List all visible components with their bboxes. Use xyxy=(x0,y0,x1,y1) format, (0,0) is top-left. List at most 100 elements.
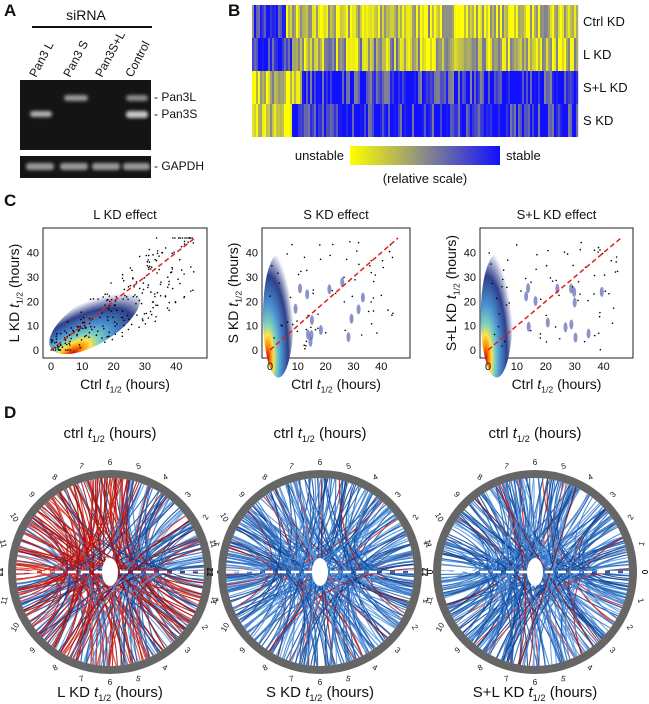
dot xyxy=(192,242,195,244)
dot xyxy=(106,316,109,318)
heat-cell xyxy=(300,38,303,71)
dot xyxy=(358,263,360,266)
dot xyxy=(82,327,84,330)
heat-cell xyxy=(428,38,431,71)
heat-cell xyxy=(478,38,481,71)
heat-cell xyxy=(256,5,259,38)
heat-cell xyxy=(460,71,463,104)
heat-cell xyxy=(542,71,545,104)
heat-cell xyxy=(336,71,339,104)
chord xyxy=(549,486,576,665)
dot xyxy=(349,240,351,243)
dot xyxy=(539,298,542,301)
circle-tick-label: 2 xyxy=(411,513,421,522)
heat-cell xyxy=(486,71,489,104)
label-suffix: (hours) xyxy=(553,376,601,392)
label-prefix: L KD xyxy=(57,684,94,701)
heat-cell xyxy=(386,38,389,71)
heat-cell xyxy=(504,38,507,71)
dot xyxy=(156,272,158,274)
heat-cell xyxy=(266,5,269,38)
dot xyxy=(153,293,156,295)
heat-cell xyxy=(552,71,555,104)
heat-cell xyxy=(306,71,309,104)
label-suffix: (hours) xyxy=(6,244,22,292)
dot xyxy=(597,332,600,335)
heat-cell xyxy=(392,71,395,104)
heat-cell xyxy=(494,5,497,38)
heat-cell xyxy=(448,104,451,137)
circle-tick-label: 10 xyxy=(219,621,232,634)
circle-tick-label: 6 xyxy=(108,678,113,687)
dot xyxy=(392,312,394,315)
heat-cell xyxy=(284,38,287,71)
heat-cell xyxy=(416,38,419,71)
heat-cell xyxy=(254,71,257,104)
heat-cell xyxy=(352,5,355,38)
heat-cell xyxy=(356,71,359,104)
label-suffix: (hours) xyxy=(546,684,598,701)
dot xyxy=(329,254,331,257)
heat-cell xyxy=(494,71,497,104)
heat-cell xyxy=(366,5,369,38)
x-tick-label: 10 xyxy=(511,361,523,373)
density-blob xyxy=(569,283,574,294)
heat-cell xyxy=(544,5,547,38)
heat-cell xyxy=(396,5,399,38)
chord xyxy=(441,558,571,660)
circle-tick-label: 10 xyxy=(9,621,22,634)
chord xyxy=(565,554,628,660)
dot xyxy=(331,243,334,246)
heat-cell xyxy=(314,104,317,137)
dot xyxy=(305,345,307,347)
density-blob xyxy=(545,317,550,328)
heat-cell xyxy=(352,71,355,104)
heat-cell xyxy=(464,104,467,137)
heat-cell xyxy=(564,5,567,38)
heat-cell xyxy=(316,38,319,71)
dot xyxy=(76,325,79,328)
dot xyxy=(93,326,96,328)
dot xyxy=(168,283,170,286)
chord xyxy=(53,485,81,648)
heat-cell xyxy=(520,104,523,137)
heat-cell xyxy=(350,38,353,71)
heat-cell xyxy=(574,71,577,104)
heat-cell xyxy=(470,5,473,38)
heat-cell xyxy=(556,71,559,104)
heat-cell xyxy=(300,5,303,38)
chord xyxy=(226,564,357,660)
dot xyxy=(370,259,373,262)
heat-cell xyxy=(520,71,523,104)
heat-cell xyxy=(516,5,519,38)
heat-cell xyxy=(378,71,381,104)
heat-cell xyxy=(446,38,449,71)
circle-tick-label: 2 xyxy=(201,513,211,522)
heat-cell xyxy=(500,71,503,104)
dot xyxy=(539,333,542,335)
heat-cell xyxy=(416,71,419,104)
heat-cell xyxy=(332,38,335,71)
heat-cell xyxy=(526,5,529,38)
circle-tick-label: 8 xyxy=(476,472,485,482)
heat-cell xyxy=(358,71,361,104)
chord xyxy=(17,554,69,603)
heat-cell xyxy=(430,104,433,137)
circle-tick-label: 9 xyxy=(27,490,37,500)
heat-cell xyxy=(386,71,389,104)
circle-tick-label: 8 xyxy=(476,662,485,672)
heat-cell xyxy=(458,5,461,38)
dot xyxy=(72,329,74,332)
dot xyxy=(156,304,159,307)
dot xyxy=(129,284,132,287)
dot xyxy=(54,341,56,344)
dot xyxy=(64,349,67,351)
dot xyxy=(108,331,111,334)
heat-cell xyxy=(480,38,483,71)
heat-cell xyxy=(284,104,287,137)
dot xyxy=(114,333,117,336)
heat-cell xyxy=(538,71,541,104)
heat-cell xyxy=(498,71,501,104)
heat-cell xyxy=(492,71,495,104)
heat-cell xyxy=(392,104,395,137)
